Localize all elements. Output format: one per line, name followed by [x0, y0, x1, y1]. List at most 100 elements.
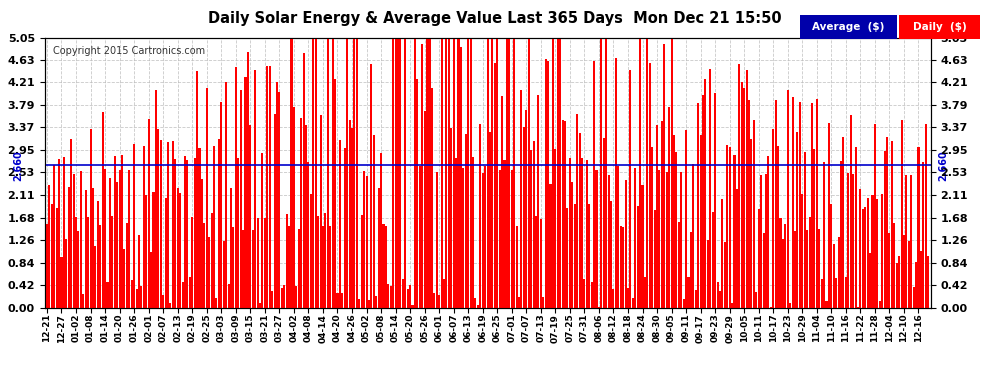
Bar [281, 288, 283, 308]
Bar [658, 170, 660, 308]
Bar [484, 166, 486, 308]
Bar [642, 185, 644, 308]
Bar [353, 38, 355, 308]
Bar [49, 185, 50, 308]
Bar [489, 132, 491, 308]
Bar [148, 119, 149, 308]
Bar [121, 155, 123, 308]
Bar [380, 153, 382, 308]
Bar [285, 214, 288, 308]
Bar [653, 210, 655, 308]
Bar [431, 88, 433, 308]
Bar [622, 227, 624, 308]
Bar [339, 140, 341, 308]
Bar [923, 162, 925, 308]
Bar [719, 291, 721, 308]
Bar [526, 110, 528, 308]
Bar [143, 146, 145, 308]
Bar [816, 99, 818, 308]
Bar [717, 282, 719, 308]
Bar [554, 149, 556, 308]
Bar [447, 38, 449, 308]
Bar [346, 38, 348, 308]
Bar [150, 252, 152, 308]
Bar [365, 176, 367, 308]
Bar [712, 212, 714, 308]
Bar [162, 295, 164, 307]
Bar [573, 204, 576, 308]
Bar [412, 305, 414, 308]
Bar [576, 114, 578, 308]
Bar [477, 304, 479, 307]
Bar [491, 38, 493, 308]
Bar [714, 93, 716, 308]
Bar [925, 124, 927, 308]
Bar [486, 38, 489, 308]
Bar [63, 157, 65, 308]
Text: 2.660: 2.660 [938, 150, 947, 181]
Bar [223, 241, 225, 308]
Bar [792, 97, 794, 308]
Bar [821, 279, 823, 308]
Bar [777, 146, 779, 308]
Bar [469, 38, 471, 308]
Bar [615, 58, 617, 308]
Bar [801, 194, 803, 308]
Text: Daily Solar Energy & Average Value Last 365 Days  Mon Dec 21 15:50: Daily Solar Energy & Average Value Last … [208, 11, 782, 26]
Bar [651, 147, 653, 308]
Bar [247, 52, 248, 308]
Bar [646, 38, 648, 308]
Bar [320, 114, 322, 308]
Bar [424, 111, 426, 308]
Bar [569, 158, 571, 308]
Bar [278, 92, 280, 308]
Bar [276, 82, 278, 308]
Bar [99, 225, 101, 308]
Bar [230, 188, 232, 308]
Bar [564, 121, 566, 308]
Bar [184, 156, 186, 308]
Bar [363, 171, 365, 308]
Bar [452, 38, 454, 308]
Bar [441, 38, 443, 308]
Bar [273, 114, 275, 308]
Bar [154, 90, 157, 308]
Bar [414, 38, 416, 308]
Bar [521, 90, 523, 308]
Bar [847, 172, 849, 308]
Text: Average  ($): Average ($) [812, 22, 885, 32]
Bar [871, 195, 873, 308]
Bar [635, 168, 637, 308]
Bar [739, 64, 741, 308]
Bar [741, 81, 742, 308]
Bar [283, 285, 285, 308]
Bar [263, 218, 266, 308]
Bar [690, 232, 692, 308]
Bar [796, 132, 799, 308]
Bar [50, 204, 52, 308]
Bar [300, 117, 302, 308]
Bar [678, 222, 680, 308]
Bar [337, 292, 339, 308]
Bar [404, 38, 406, 308]
Bar [913, 286, 915, 308]
Bar [53, 165, 55, 308]
Bar [799, 102, 801, 308]
Bar [67, 187, 69, 308]
Bar [811, 104, 813, 308]
Bar [663, 44, 665, 308]
Bar [75, 217, 77, 308]
Bar [627, 288, 629, 308]
Bar [844, 278, 846, 308]
Bar [596, 170, 598, 308]
Bar [772, 129, 774, 308]
Bar [644, 278, 645, 308]
Bar [225, 82, 227, 308]
Bar [620, 226, 622, 308]
Bar [528, 38, 530, 308]
Bar [181, 282, 183, 308]
Bar [271, 291, 273, 308]
Bar [259, 303, 261, 307]
Bar [734, 154, 736, 308]
Bar [322, 226, 324, 308]
